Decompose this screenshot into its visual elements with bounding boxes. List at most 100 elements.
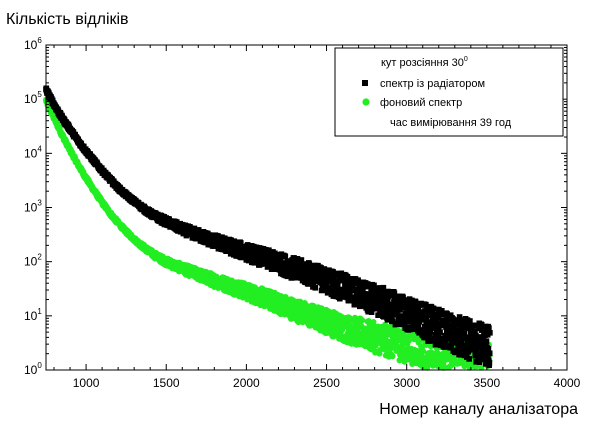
data-point-radiator [469,343,475,349]
data-point-radiator [485,346,492,352]
data-point-radiator [486,350,493,357]
data-point-radiator [391,290,398,296]
legend-footer: час вимірювання 39 год [390,117,512,129]
data-point-radiator [377,303,384,309]
data-point-radiator [433,336,439,342]
data-point-radiator [468,347,475,353]
data-point-radiator [431,311,437,318]
data-point-radiator [411,322,418,328]
data-point-radiator [380,284,387,291]
data-point-radiator [379,293,386,300]
y-tick-label: 102 [24,253,42,269]
x-tick-label: 3000 [393,376,420,390]
data-point-radiator [474,338,480,345]
data-point-radiator [455,344,461,350]
data-point-radiator [424,307,430,313]
data-point-radiator [384,297,391,303]
data-point-radiator [452,330,459,336]
data-point-radiator [486,360,493,366]
data-point-radiator [282,253,289,260]
y-tick-label: 106 [24,36,42,52]
data-point-radiator [387,289,393,295]
data-point-radiator [441,341,447,347]
legend-marker-square [362,80,368,86]
data-point-radiator [415,322,421,328]
data-point-radiator [434,328,440,335]
legend-header: кут розсіяння 300 [381,56,468,69]
legend-series-1-label: спектр із радіатором [380,78,485,90]
data-point-radiator [341,290,348,297]
data-point-radiator [480,353,487,360]
legend: кут розсіяння 300 спектр із радіатором ф… [334,47,564,137]
data-point-radiator [349,282,356,288]
data-point-radiator [439,312,445,318]
y-tick-label: 104 [24,144,42,160]
data-point-radiator [473,347,480,353]
data-point-radiator [373,287,380,293]
data-point-radiator [382,300,388,307]
data-point-radiator [404,308,410,315]
data-point-radiator [298,257,305,263]
data-point-radiator [338,270,345,277]
data-point-radiator [393,294,399,300]
data-point-radiator [419,311,426,317]
data-point-radiator [380,288,386,294]
data-point-radiator [370,295,377,301]
data-point-radiator [461,330,467,336]
data-point-radiator [441,344,447,350]
data-point-radiator [246,248,252,254]
data-point-radiator [446,323,453,329]
data-point-radiator [361,296,367,303]
data-point-radiator [448,345,455,351]
data-point-radiator [334,283,341,289]
data-point-radiator [328,285,334,292]
data-point-radiator [359,299,365,306]
data-point-radiator [477,336,484,342]
data-point-radiator [266,263,272,270]
data-point-radiator [483,338,490,344]
data-point-radiator [424,322,430,328]
data-point-radiator [300,276,306,282]
legend-header-sup: 0 [464,56,468,63]
data-point-radiator [370,305,377,312]
data-point-radiator [426,312,433,319]
data-point-radiator [347,287,353,293]
data-point-radiator [456,317,463,323]
data-point-background [420,348,426,354]
y-axis-title: Кількість відліків [6,11,129,28]
data-point-radiator [320,281,327,288]
data-point-radiator [474,351,481,358]
data-point-radiator [421,331,427,337]
data-point-background [346,316,353,323]
data-point-radiator [355,279,362,285]
data-point-radiator [459,334,465,340]
data-point-radiator [430,305,437,312]
data-point-radiator [476,359,483,365]
data-point-background [384,324,391,330]
data-point-radiator [437,329,443,335]
data-point-radiator [444,316,451,322]
x-tick-label: 2000 [233,376,260,390]
x-tick-label: 1500 [153,376,180,390]
y-axis: 100 101 102 103 104 105 106 [24,36,567,377]
data-point-background [359,317,366,324]
data-point-radiator [277,255,283,261]
y-tick-label: 100 [24,361,42,377]
data-point-radiator [458,338,465,344]
data-point-radiator [318,265,324,271]
data-point-radiator [238,240,244,246]
data-point-radiator [471,322,478,329]
data-point-radiator [371,282,377,289]
data-point-radiator [397,321,404,328]
data-point-radiator [481,328,488,335]
data-point-radiator [423,317,430,324]
data-point-radiator [465,339,471,345]
data-point-radiator [252,258,259,265]
data-point-radiator [411,317,418,324]
data-point-radiator [430,314,437,321]
data-point-radiator [417,328,424,335]
data-point-radiator [487,330,493,336]
data-point-radiator [457,321,463,327]
data-point-radiator [412,299,419,305]
data-point-radiator [368,285,374,292]
